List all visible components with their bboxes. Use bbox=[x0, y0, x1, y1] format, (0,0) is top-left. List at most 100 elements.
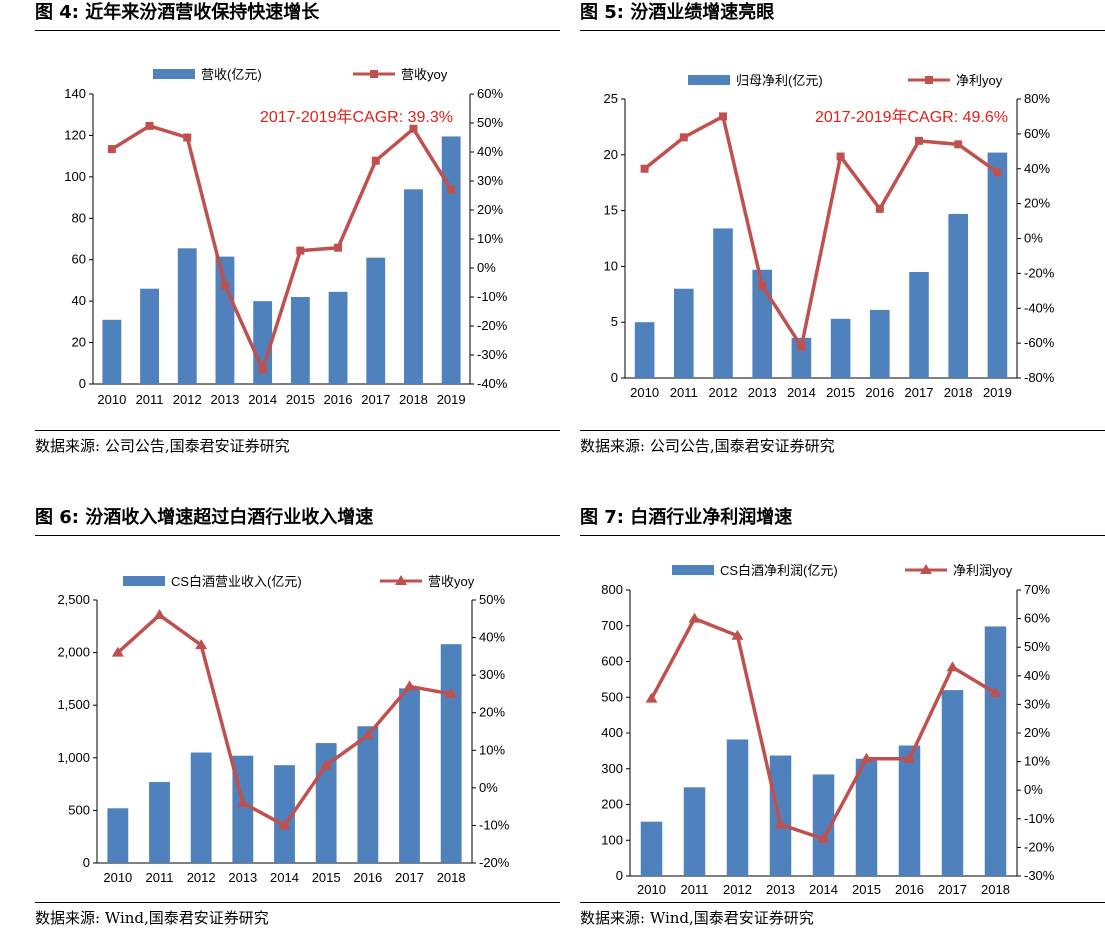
left-tick-label: 140 bbox=[64, 86, 86, 101]
line-point bbox=[946, 661, 959, 672]
line-point bbox=[361, 729, 374, 740]
right-tick-label: -30% bbox=[477, 347, 508, 362]
bar bbox=[870, 309, 890, 378]
legend-line-label: 净利yoy bbox=[956, 73, 1003, 88]
line-point bbox=[719, 112, 727, 121]
line-point bbox=[688, 612, 701, 623]
right-tick-label: -30% bbox=[1024, 868, 1055, 883]
bar bbox=[855, 758, 878, 876]
bar bbox=[713, 228, 733, 378]
figure-title: 图 4: 近年来汾酒营收保持快速增长 bbox=[35, 0, 560, 31]
line-series bbox=[643, 114, 999, 349]
right-tick-label: -10% bbox=[477, 289, 508, 304]
category-label: 2017 bbox=[905, 385, 934, 400]
bar bbox=[640, 821, 663, 876]
chart-panel-fig7: 图 7: 白酒行业净利润增速 0 100 200 300 400 500 600 700 800… bbox=[580, 505, 1105, 934]
category-label: 2015 bbox=[852, 882, 881, 897]
bar bbox=[987, 152, 1008, 378]
left-tick-label: 0 bbox=[616, 868, 623, 883]
line-point bbox=[903, 752, 916, 763]
left-tick-label: 600 bbox=[601, 654, 623, 669]
legend-bar-label: 营收(亿元) bbox=[201, 67, 262, 82]
right-tick-label: 40% bbox=[477, 144, 503, 159]
legend-bar-label: CS白酒净利润(亿元) bbox=[720, 563, 838, 578]
bar bbox=[404, 189, 423, 384]
right-tick-label: -60% bbox=[1024, 335, 1055, 350]
bar bbox=[290, 297, 310, 384]
line-point bbox=[236, 796, 249, 807]
left-tick-label: 0 bbox=[611, 370, 618, 385]
category-label: 2018 bbox=[981, 882, 1010, 897]
left-tick-label: 100 bbox=[601, 832, 623, 847]
category-label: 2011 bbox=[681, 882, 709, 897]
bar bbox=[634, 322, 655, 378]
right-tick-label: 30% bbox=[1024, 696, 1050, 711]
category-label: 2017 bbox=[938, 882, 967, 897]
bar bbox=[140, 288, 159, 384]
legend-bar-swatch bbox=[123, 576, 165, 586]
right-tick-label: 0% bbox=[1024, 782, 1043, 797]
category-label: 2010 bbox=[630, 385, 659, 400]
line-point bbox=[111, 646, 124, 657]
bar bbox=[366, 257, 386, 384]
right-tick-label: 50% bbox=[1024, 639, 1050, 654]
line-point bbox=[395, 575, 407, 585]
category-label: 2016 bbox=[324, 392, 353, 407]
right-tick-label: 0% bbox=[479, 780, 498, 795]
left-tick-label: 10 bbox=[604, 258, 618, 273]
source-note: 数据来源: Wind,国泰君安证券研究 bbox=[580, 902, 1105, 933]
left-tick-label: 15 bbox=[604, 203, 618, 218]
right-tick-label: 20% bbox=[1024, 196, 1050, 211]
bar bbox=[399, 688, 420, 863]
chart-panel-fig6: 图 6: 汾酒收入增速超过白酒行业收入增速 0 500 1,000 1,500 2,00… bbox=[35, 505, 560, 934]
bar bbox=[328, 291, 348, 384]
bar bbox=[948, 213, 968, 378]
category-label: 2018 bbox=[437, 870, 466, 885]
right-tick-label: 80% bbox=[1024, 91, 1050, 106]
bar bbox=[253, 301, 273, 384]
legend-line-label: 营收yoy bbox=[401, 67, 448, 82]
line-point bbox=[334, 243, 343, 252]
bar bbox=[898, 745, 921, 876]
line-point bbox=[640, 164, 649, 173]
left-tick-label: 20 bbox=[72, 335, 86, 350]
right-tick-label: 70% bbox=[1024, 582, 1050, 597]
bar bbox=[107, 808, 129, 863]
left-tick-label: 20 bbox=[604, 147, 618, 162]
right-tick-label: 0% bbox=[1024, 231, 1043, 246]
right-tick-label: -80% bbox=[1024, 370, 1055, 385]
legend-line-label: 净利润yoy bbox=[953, 563, 1013, 578]
combo-chart-fig7: 0 100 200 300 400 500 600 700 800 -30% -20% -10% 0% 1… bbox=[601, 563, 1055, 897]
right-tick-label: -10% bbox=[1024, 811, 1055, 826]
right-tick-label: 40% bbox=[479, 630, 505, 645]
line-point bbox=[836, 152, 845, 161]
category-label: 2013 bbox=[228, 870, 257, 885]
right-tick-label: 60% bbox=[477, 86, 503, 101]
legend-bar-swatch bbox=[672, 565, 714, 575]
cagr-annotation: 2017-2019年CAGR: 49.6% bbox=[815, 108, 1008, 126]
figure-title: 图 5: 汾酒业绩增速亮眼 bbox=[580, 0, 1105, 31]
left-tick-label: 700 bbox=[601, 618, 623, 633]
category-label: 2012 bbox=[173, 392, 202, 407]
right-tick-label: 60% bbox=[1024, 611, 1050, 626]
left-tick-label: 200 bbox=[601, 797, 623, 812]
bar bbox=[441, 136, 461, 384]
category-label: 2014 bbox=[787, 385, 816, 400]
right-tick-label: 30% bbox=[479, 667, 505, 682]
left-tick-label: 2,500 bbox=[57, 592, 90, 607]
line-point bbox=[645, 692, 658, 703]
source-note: 数据来源: 公司公告,国泰君安证券研究 bbox=[580, 430, 1105, 461]
right-tick-label: 40% bbox=[1024, 161, 1050, 176]
line-point bbox=[920, 564, 932, 574]
bar bbox=[177, 248, 197, 384]
right-tick-label: 50% bbox=[477, 115, 503, 130]
combo-chart-fig5: 0 5 10 15 20 25 -80% -60% -40% -20% 0% 20% 40% 60% 80%… bbox=[604, 73, 1055, 400]
bar bbox=[215, 256, 235, 384]
right-tick-label: 10% bbox=[1024, 754, 1050, 769]
right-tick-label: -40% bbox=[1024, 300, 1055, 315]
bar bbox=[440, 644, 462, 863]
line-point bbox=[993, 168, 1002, 177]
right-tick-label: -20% bbox=[1024, 265, 1055, 280]
line-point bbox=[296, 246, 305, 255]
left-tick-label: 0 bbox=[83, 855, 90, 870]
